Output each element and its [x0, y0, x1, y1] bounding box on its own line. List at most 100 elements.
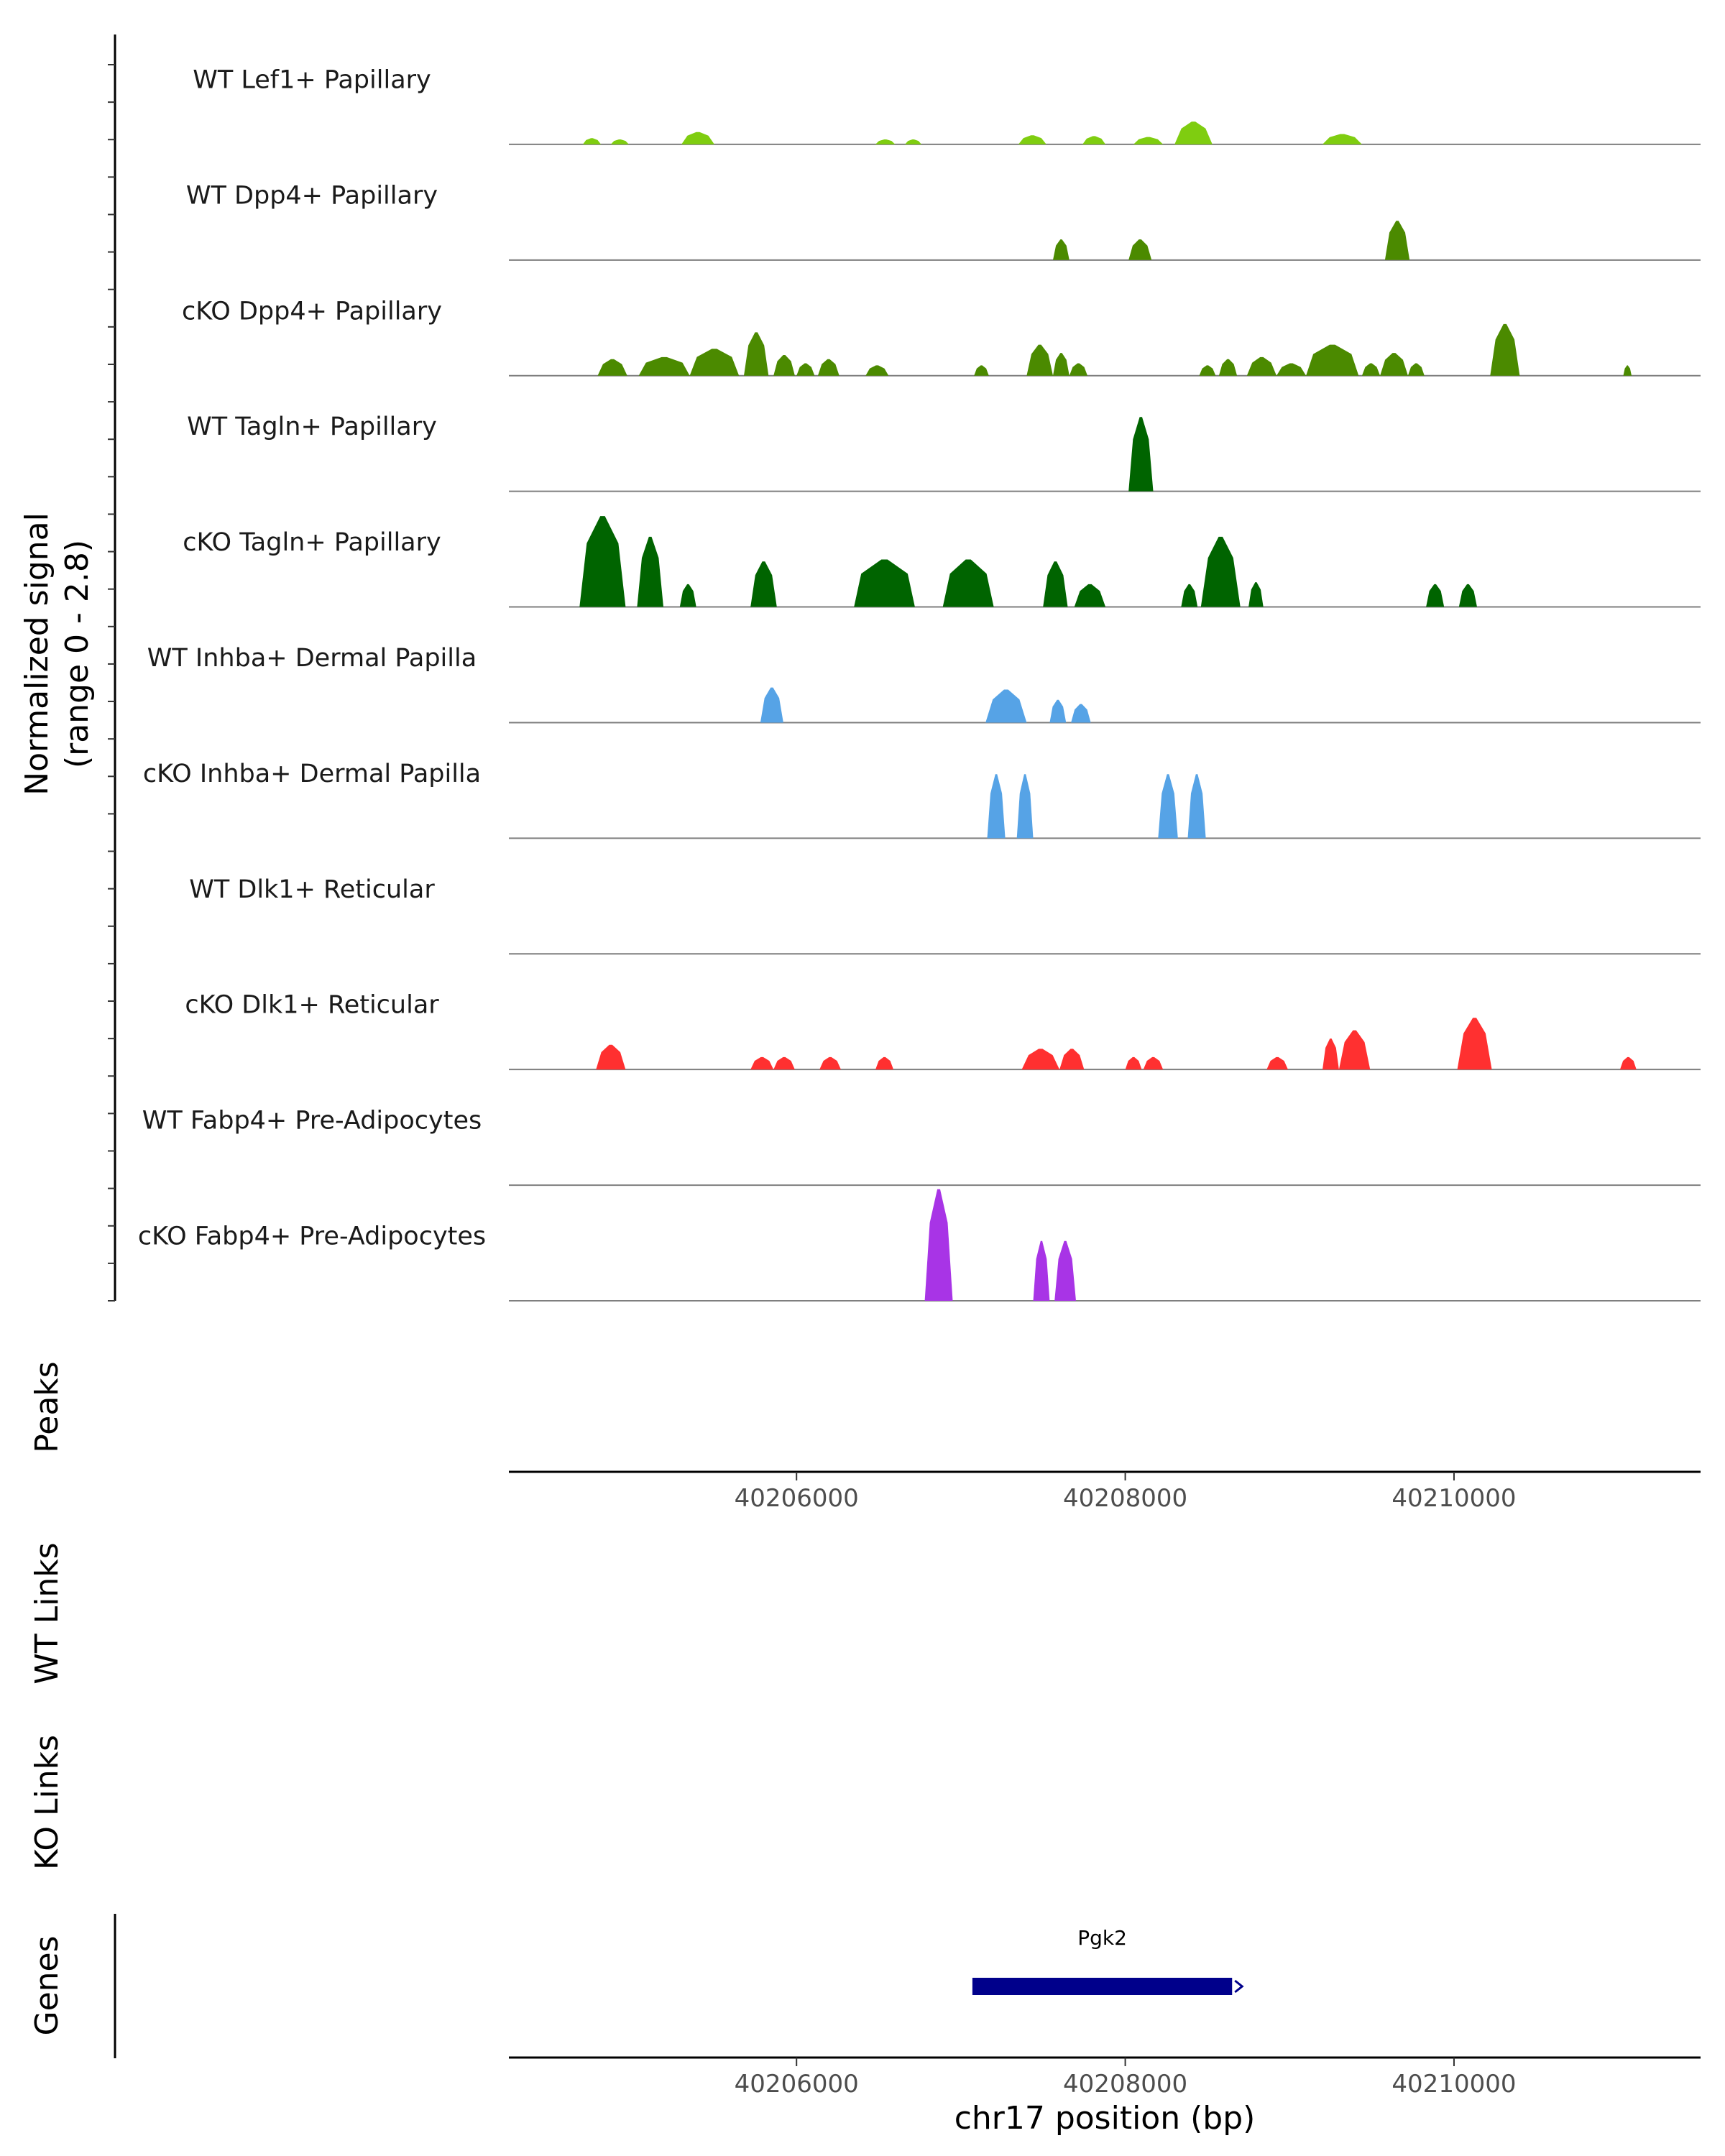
coverage-peak	[875, 1056, 894, 1070]
coverage-peak	[1199, 365, 1216, 376]
coverage-peak	[637, 536, 663, 607]
wt-links-panel-label: WT Links	[29, 1542, 65, 1684]
coverage-peak	[610, 139, 629, 144]
coverage-peak	[597, 359, 627, 376]
x-axis-tick-label: 40208000	[1063, 1484, 1187, 1513]
coverage-peak	[596, 1044, 626, 1070]
coverage-peak	[854, 559, 915, 607]
coverage-peak	[1026, 344, 1053, 376]
track-label: WT Dlk1+ Reticular	[189, 875, 435, 904]
coverage-peak	[1322, 1038, 1339, 1070]
coverage-peak	[796, 363, 815, 376]
track-label: cKO Dlk1+ Reticular	[185, 991, 439, 1020]
x-axis-tick-label: 40208000	[1063, 2070, 1187, 2099]
coverage-peak	[760, 687, 783, 723]
coverage-peak	[1054, 1240, 1076, 1301]
genes-panel-label: Genes	[29, 1935, 65, 2035]
coverage-peak	[1021, 1049, 1060, 1070]
coverage-peak	[1187, 774, 1206, 839]
coverage-peak	[875, 139, 896, 144]
coverage-peak	[942, 559, 994, 607]
coverage-peak	[1049, 699, 1067, 723]
coverage-peak	[985, 689, 1027, 723]
track-label: cKO Fabp4+ Pre-Adipocytes	[138, 1222, 486, 1251]
gene-annotation-track: Pgk2	[972, 1926, 1244, 1995]
coverage-peak	[1059, 1049, 1085, 1070]
coverage-peak	[1053, 353, 1070, 376]
peaks-x-axis-ticks: 40206000 40208000 40210000	[735, 1472, 1516, 1513]
coverage-peak	[1248, 582, 1264, 607]
coverage-peak	[579, 516, 626, 607]
x-axis-title: chr17 position (bp)	[954, 2100, 1256, 2137]
coverage-tracks: WT Lef1+ Papillary WT Dpp4+ Papillary cKO …	[138, 65, 1701, 1302]
coverage-peak	[1016, 774, 1034, 839]
coverage-peak	[1322, 134, 1362, 144]
coverage-peak	[638, 356, 690, 376]
coverage-peak	[1158, 774, 1178, 839]
coverage-peak	[1361, 363, 1381, 376]
coverage-peak	[582, 138, 602, 144]
coverage-peak	[1490, 323, 1520, 376]
coverage-peak	[773, 355, 795, 376]
peaks-panel-label: Peaks	[29, 1361, 65, 1452]
coverage-peak	[987, 774, 1006, 839]
coverage-peak	[689, 349, 740, 376]
coverage-peak	[1457, 1018, 1492, 1070]
coverage-peak	[1133, 137, 1164, 144]
coverage-peak	[1218, 359, 1238, 376]
track-label: cKO Dpp4+ Papillary	[182, 297, 442, 326]
coverage-peak	[905, 139, 921, 144]
x-axis-tick-label: 40206000	[735, 2070, 859, 2099]
coverage-peak	[819, 1056, 841, 1070]
coverage-peak	[817, 359, 840, 376]
track-label: cKO Tagln+ Papillary	[183, 528, 441, 557]
coverage-peak	[1143, 1056, 1164, 1070]
gene-label: Pgk2	[1077, 1926, 1127, 1950]
x-axis-tick-label: 40210000	[1392, 1484, 1516, 1513]
track-label: WT Tagln+ Papillary	[187, 413, 437, 441]
gene-body-pgk2	[972, 1978, 1233, 1995]
coverage-peak	[1181, 584, 1198, 607]
coverage-y-axis-label: Normalized signal	[19, 512, 55, 796]
track-label: WT Inhba+ Dermal Papilla	[147, 644, 477, 673]
coverage-peak	[750, 1056, 774, 1070]
coverage-peak	[1128, 239, 1152, 260]
coverage-peak	[1069, 363, 1087, 376]
coverage-peak	[1276, 363, 1307, 376]
coverage-y-axis-label-range: (range 0 - 2.8)	[59, 540, 96, 768]
coverage-peak	[1407, 363, 1425, 376]
coverage-peak	[1306, 344, 1359, 376]
coverage-peak	[679, 584, 696, 607]
coverage-peak	[1623, 365, 1632, 376]
coverage-peak	[1128, 417, 1154, 492]
coverage-peak	[1380, 353, 1408, 376]
track-label: WT Fabp4+ Pre-Adipocytes	[142, 1107, 482, 1135]
track-label: WT Lef1+ Papillary	[193, 65, 431, 94]
coverage-left-axis	[108, 34, 116, 1302]
ko-links-panel-label: KO Links	[29, 1735, 65, 1870]
coverage-peak	[744, 332, 769, 376]
x-axis-tick-label: 40206000	[735, 1484, 859, 1513]
track-label: cKO Inhba+ Dermal Papilla	[143, 760, 481, 788]
coverage-peak	[1053, 239, 1070, 260]
coverage-peak	[1200, 536, 1241, 607]
coverage-peak	[681, 132, 714, 144]
coverage-peak	[924, 1189, 953, 1301]
x-axis-tick-label: 40210000	[1392, 2070, 1516, 2099]
coverage-peak	[1082, 136, 1106, 144]
coverage-peak	[773, 1056, 795, 1070]
genes-x-axis-ticks: 40206000 40208000 40210000	[735, 2058, 1516, 2099]
coverage-peak	[1384, 221, 1410, 260]
coverage-peak	[974, 365, 989, 376]
coverage-peak	[750, 561, 777, 607]
coverage-peak	[1074, 584, 1106, 607]
coverage-peak	[1266, 1056, 1288, 1070]
coverage-peak	[1018, 135, 1046, 144]
coverage-peak	[1246, 356, 1276, 376]
coverage-peak	[1033, 1240, 1050, 1301]
coverage-peak	[1043, 561, 1068, 607]
coverage-peak	[1071, 704, 1091, 723]
coverage-peak	[1125, 1056, 1142, 1070]
coverage-peak	[1338, 1030, 1371, 1070]
